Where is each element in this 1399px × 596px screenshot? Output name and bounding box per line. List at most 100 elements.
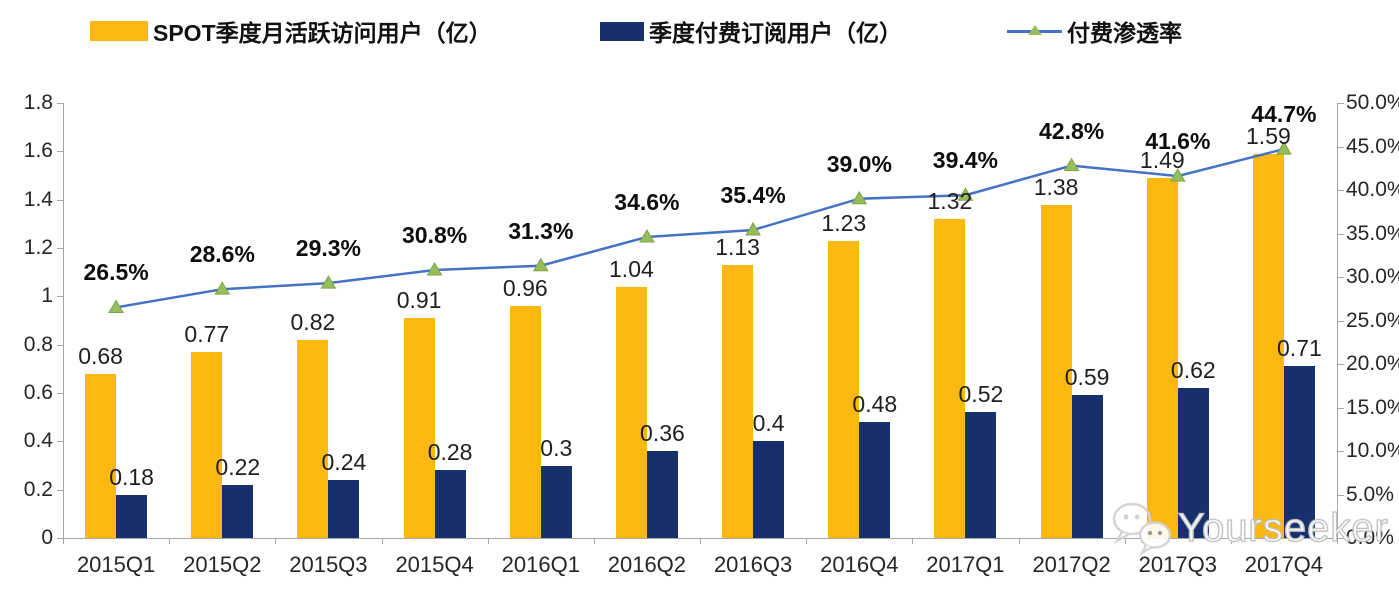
mau-bar <box>722 264 754 538</box>
mau-bar <box>191 351 223 538</box>
y-axis-left-label: 0.6 <box>23 381 53 404</box>
axis-tick <box>57 248 63 249</box>
subscriber-value-label: 0.71 <box>1277 335 1322 362</box>
y-axis-right-label: 10.0% <box>1346 439 1399 462</box>
mau-value-label: 1.23 <box>821 209 867 236</box>
y-axis-right-label: 0.0% <box>1346 526 1394 549</box>
subscriber-bar <box>753 441 785 538</box>
axis-tick <box>1018 538 1020 544</box>
subscriber-value-label: 0.18 <box>109 463 154 490</box>
mau-value-label: 1.32 <box>927 188 973 214</box>
x-axis-label: 2015Q2 <box>183 552 262 577</box>
axis-tick <box>57 393 63 394</box>
subscriber-legend-label: 季度付费订阅用户（亿） <box>649 20 902 46</box>
axis-tick <box>57 151 63 153</box>
subscriber-value-label: 0.22 <box>215 453 261 480</box>
axis-tick <box>700 538 701 544</box>
y-axis-right-label: 30.0% <box>1346 265 1399 288</box>
penetration-value-label: 44.7% <box>1251 101 1317 128</box>
penetration-value-label: 41.6% <box>1145 128 1211 155</box>
mau-value-label: 0.68 <box>78 342 123 369</box>
x-axis-label: 2015Q4 <box>395 552 474 577</box>
subscriber-bar <box>434 470 466 538</box>
axis-tick <box>1338 407 1344 409</box>
plot-area: 0.68 0.18 26.5% 0.77 0.22 28.6% 0.82 0.24 29.3% 0… <box>63 101 1337 538</box>
triangle-marker <box>426 262 443 276</box>
y-axis-right-label: 45.0% <box>1346 134 1399 158</box>
triangle-icon <box>1027 24 1042 35</box>
subscriber-bar <box>328 480 360 538</box>
axis-tick <box>1338 103 1344 104</box>
y-axis-left-label: 1.4 <box>23 187 53 211</box>
y-axis-right-label: 35.0% <box>1346 221 1399 245</box>
penetration-value-label: 28.6% <box>189 241 255 268</box>
penetration-legend-marker <box>1007 24 1062 35</box>
wechat-icon <box>1112 502 1172 557</box>
penetration-value-label: 42.8% <box>1038 117 1105 144</box>
triangle-marker <box>320 275 337 289</box>
x-axis-label: 2016Q1 <box>501 552 580 577</box>
axis-tick <box>1338 494 1344 496</box>
axis-tick <box>57 344 63 346</box>
triangle-marker <box>1276 141 1292 155</box>
axis-tick <box>487 538 489 544</box>
subscriber-bar <box>646 451 678 538</box>
axis-tick <box>57 199 63 201</box>
triangle-marker <box>851 190 868 205</box>
subscriber-value-label: 0.3 <box>540 434 573 461</box>
axis-tick <box>1338 538 1344 539</box>
axis-tick <box>57 538 63 539</box>
x-axis-label: 2017Q3 <box>1138 552 1217 577</box>
axis-tick <box>63 538 64 544</box>
subscriber-value-label: 0.62 <box>1170 357 1216 384</box>
subscriber-value-label: 0.36 <box>640 420 685 446</box>
triangle-marker <box>214 281 231 295</box>
mau-bar <box>828 240 860 538</box>
axis-tick <box>1338 190 1344 191</box>
legend-item-penetration: 付费渗透率 <box>1007 16 1182 46</box>
axis-tick <box>57 489 63 491</box>
triangle-marker <box>639 228 655 243</box>
mau-bar <box>615 286 647 538</box>
axis-tick <box>1338 146 1344 148</box>
subscriber-bar <box>1071 395 1103 538</box>
axis-tick <box>806 538 808 544</box>
mau-value-label: 1.13 <box>715 233 760 260</box>
axis-tick <box>1338 451 1344 452</box>
mau-legend-label: SPOT季度月活跃访问用户（亿） <box>153 20 492 46</box>
axis-tick <box>1230 538 1232 544</box>
triangle-marker <box>745 222 761 236</box>
x-axis-label: 2017Q2 <box>1032 552 1111 577</box>
subscriber-bar <box>1177 388 1209 538</box>
y-axis-left-label: 1.2 <box>23 236 53 259</box>
subscriber-value-label: 0.28 <box>427 439 473 466</box>
x-axis-label: 2017Q1 <box>926 552 1005 577</box>
mau-value-label: 1.04 <box>609 255 654 282</box>
penetration-value-label: 29.3% <box>295 235 361 262</box>
axis-tick <box>169 538 171 544</box>
axis-tick <box>1338 277 1344 278</box>
axis-tick <box>57 103 63 104</box>
axis-tick <box>275 538 277 544</box>
penetration-value-label: 39.0% <box>826 150 892 177</box>
mau-value-label: 1.59 <box>1246 122 1291 149</box>
triangle-marker <box>1169 168 1186 182</box>
subscriber-value-label: 0.24 <box>321 449 367 475</box>
y-axis-right-label: 20.0% <box>1346 352 1399 375</box>
axis-tick <box>912 538 914 544</box>
axis-tick <box>1338 364 1344 365</box>
y-axis-left-label: 0.8 <box>23 332 53 356</box>
y-axis-left-label: 0.2 <box>23 477 53 501</box>
y-axis-left-label: 1 <box>41 284 53 308</box>
mau-bar <box>403 318 435 538</box>
y-axis-left <box>63 103 64 539</box>
penetration-value-label: 35.4% <box>720 182 786 208</box>
mau-value-label: 0.77 <box>184 320 230 347</box>
axis-tick <box>1337 538 1338 544</box>
subscriber-bar <box>540 465 572 538</box>
watermark-text: Yourseeker <box>1177 505 1389 550</box>
subscriber-legend-swatch <box>600 21 644 41</box>
penetration-legend-label: 付费渗透率 <box>1067 20 1182 46</box>
x-axis-label: 2015Q3 <box>289 552 368 577</box>
mau-value-label: 0.82 <box>290 308 336 335</box>
